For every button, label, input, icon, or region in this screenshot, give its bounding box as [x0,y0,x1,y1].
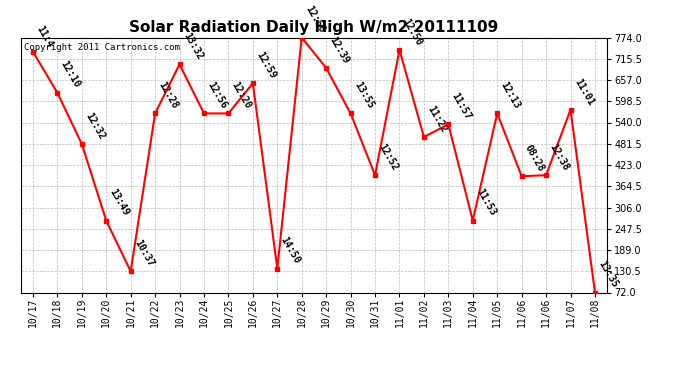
Text: 14:50: 14:50 [279,235,302,266]
Text: 12:13: 12:13 [499,80,522,111]
Text: 11:53: 11:53 [474,188,497,218]
Text: 12:59: 12:59 [254,50,277,81]
Text: 11:01: 11:01 [572,76,595,107]
Text: 12:10: 12:10 [59,60,82,90]
Text: 12:32: 12:32 [83,111,106,141]
Text: 12:20: 12:20 [230,80,253,111]
Text: 12:39: 12:39 [328,35,351,65]
Text: Copyright 2011 Cartronics.com: Copyright 2011 Cartronics.com [23,43,179,52]
Text: 13:32: 13:32 [181,31,204,62]
Text: 12:38: 12:38 [547,142,571,172]
Title: Solar Radiation Daily High W/m2 20111109: Solar Radiation Daily High W/m2 20111109 [129,20,499,35]
Text: 12:28: 12:28 [157,80,180,111]
Text: 13:35: 13:35 [596,259,620,290]
Text: 12:50: 12:50 [401,16,424,47]
Text: 11:22: 11:22 [425,104,449,134]
Text: 12:58: 12:58 [303,4,326,35]
Text: 10:37: 10:37 [132,238,155,268]
Text: 12:52: 12:52 [377,142,400,172]
Text: 08:28: 08:28 [523,143,546,174]
Text: 13:55: 13:55 [352,80,375,111]
Text: 11:4: 11:4 [34,24,55,49]
Text: 12:56: 12:56 [206,80,228,111]
Text: 11:57: 11:57 [450,91,473,122]
Text: 13:49: 13:49 [108,188,131,218]
